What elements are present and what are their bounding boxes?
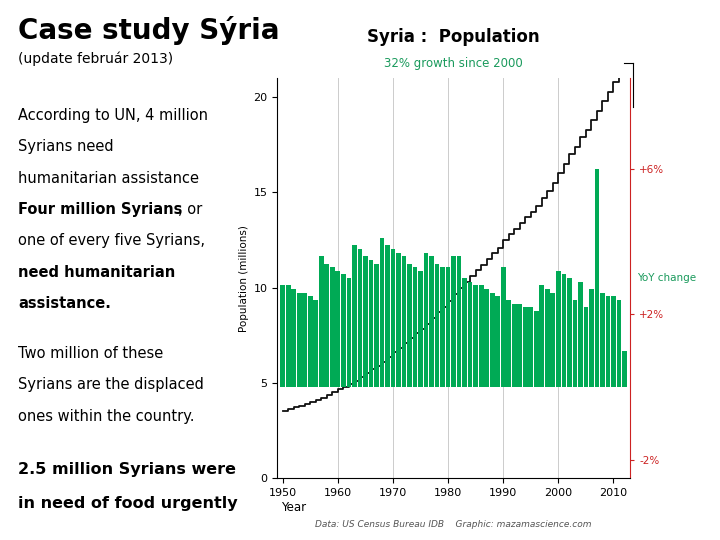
Bar bbox=[363, 256, 368, 387]
Bar bbox=[302, 293, 307, 387]
Text: Syrians are the displaced: Syrians are the displaced bbox=[18, 377, 204, 393]
Bar bbox=[622, 351, 627, 387]
Bar bbox=[280, 285, 285, 387]
Bar bbox=[396, 253, 401, 387]
Bar bbox=[583, 307, 588, 387]
Bar bbox=[616, 300, 621, 387]
Bar bbox=[611, 296, 616, 387]
Text: (update február 2013): (update február 2013) bbox=[18, 51, 174, 66]
Bar bbox=[418, 271, 423, 387]
Text: Four million Syrians: Four million Syrians bbox=[18, 202, 182, 217]
Bar bbox=[528, 307, 533, 387]
Bar bbox=[330, 267, 335, 387]
Bar bbox=[352, 245, 356, 387]
Bar bbox=[551, 293, 555, 387]
Text: assistance.: assistance. bbox=[18, 296, 111, 311]
Bar bbox=[369, 260, 373, 387]
Bar bbox=[429, 256, 434, 387]
Bar bbox=[556, 271, 561, 387]
Bar bbox=[501, 267, 505, 387]
Bar bbox=[313, 300, 318, 387]
Bar bbox=[512, 303, 516, 387]
Bar bbox=[606, 296, 611, 387]
Bar bbox=[402, 256, 406, 387]
Text: need humanitarian: need humanitarian bbox=[18, 265, 176, 280]
Text: Syria :  Population: Syria : Population bbox=[367, 28, 540, 46]
Bar bbox=[440, 267, 445, 387]
Bar bbox=[495, 296, 500, 387]
Bar bbox=[413, 267, 418, 387]
Bar bbox=[462, 278, 467, 387]
Bar bbox=[479, 285, 484, 387]
Bar bbox=[385, 245, 390, 387]
Bar bbox=[562, 274, 566, 387]
Text: According to UN, 4 million: According to UN, 4 million bbox=[18, 108, 208, 123]
Bar bbox=[595, 169, 599, 387]
Text: Data: US Census Bureau IDB    Graphic: mazamascience.com: Data: US Census Bureau IDB Graphic: maza… bbox=[315, 520, 592, 529]
Text: 2.5 million Syrians were: 2.5 million Syrians were bbox=[18, 462, 236, 477]
Bar bbox=[391, 249, 395, 387]
Text: Case study Sýria: Case study Sýria bbox=[18, 16, 279, 45]
Text: 32% growth since 2000: 32% growth since 2000 bbox=[384, 57, 523, 70]
Bar bbox=[490, 293, 495, 387]
Bar bbox=[407, 264, 412, 387]
Bar bbox=[572, 300, 577, 387]
Text: , or: , or bbox=[179, 202, 202, 217]
Text: humanitarian assistance: humanitarian assistance bbox=[18, 171, 199, 186]
Bar bbox=[523, 307, 528, 387]
Bar bbox=[423, 253, 428, 387]
Bar bbox=[346, 278, 351, 387]
Bar bbox=[534, 311, 539, 387]
Bar bbox=[473, 285, 478, 387]
Bar bbox=[451, 256, 456, 387]
Bar bbox=[286, 285, 291, 387]
Bar bbox=[297, 293, 302, 387]
Text: ones within the country.: ones within the country. bbox=[18, 409, 194, 424]
Text: in need of food urgently: in need of food urgently bbox=[18, 496, 238, 511]
Bar bbox=[319, 256, 324, 387]
Bar bbox=[485, 289, 489, 387]
Bar bbox=[456, 256, 462, 387]
Bar bbox=[374, 264, 379, 387]
Bar bbox=[435, 264, 439, 387]
Bar bbox=[506, 300, 511, 387]
Bar bbox=[600, 293, 605, 387]
Bar bbox=[292, 289, 296, 387]
Bar bbox=[336, 271, 340, 387]
Bar bbox=[446, 267, 451, 387]
Text: YoY change: YoY change bbox=[637, 273, 696, 283]
Text: Two million of these: Two million of these bbox=[18, 346, 163, 361]
Bar bbox=[589, 289, 594, 387]
Bar bbox=[545, 289, 549, 387]
Bar bbox=[308, 296, 312, 387]
Text: Year: Year bbox=[281, 501, 306, 514]
Text: 21.8
million: 21.8 million bbox=[0, 539, 1, 540]
Y-axis label: Population (millions): Population (millions) bbox=[239, 225, 249, 332]
Bar bbox=[379, 238, 384, 387]
Bar bbox=[567, 278, 572, 387]
Bar bbox=[468, 282, 472, 387]
Bar bbox=[578, 282, 582, 387]
Bar bbox=[325, 264, 329, 387]
Bar bbox=[518, 303, 522, 387]
Bar bbox=[358, 249, 362, 387]
Bar bbox=[539, 285, 544, 387]
Text: one of every five Syrians,: one of every five Syrians, bbox=[18, 233, 205, 248]
Text: Syrians need: Syrians need bbox=[18, 139, 114, 154]
Bar bbox=[341, 274, 346, 387]
